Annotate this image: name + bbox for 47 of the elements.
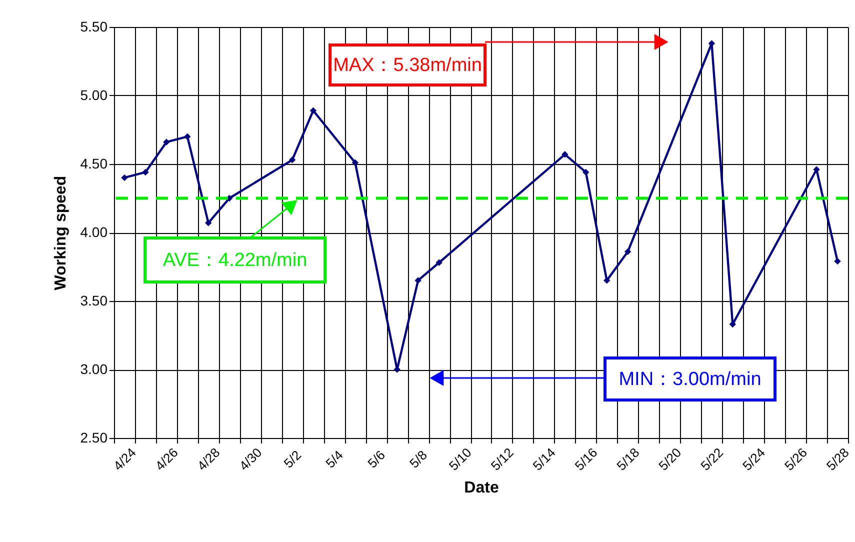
x-tick-label: 5/10: [446, 444, 474, 474]
y-axis-title: Working speed: [52, 176, 70, 290]
x-tick-label: 5/6: [364, 447, 388, 471]
point: [163, 138, 170, 146]
x-tick-label: 5/24: [740, 444, 768, 474]
x-tick-label: 5/2: [280, 447, 304, 471]
point: [142, 168, 149, 176]
y-tick-label: 3.50: [80, 292, 108, 308]
y-tick-label: 5.50: [80, 18, 108, 34]
x-tick-label: 5/8: [406, 447, 430, 471]
point: [582, 168, 590, 176]
y-tick-label: 5.00: [80, 87, 108, 103]
point: [121, 174, 128, 182]
x-tick-label: 5/16: [572, 444, 600, 474]
point: [834, 258, 841, 265]
x-tick-label: 5/28: [823, 444, 852, 474]
x-tick-label: 4/30: [236, 444, 265, 474]
x-tick-label: 5/26: [781, 444, 810, 474]
point: [562, 151, 568, 158]
annotation: MAX：5.38m/min: [333, 55, 482, 76]
point: [708, 40, 716, 47]
y-tick-label: 4.00: [80, 224, 108, 240]
x-tick-label: 5/20: [656, 444, 684, 474]
point: [352, 159, 359, 166]
point: [288, 156, 296, 164]
x-tick-label: 4/26: [152, 444, 181, 474]
y-tick-label: 3.00: [80, 361, 108, 377]
point: [414, 277, 422, 284]
x-tick-label: 5/12: [488, 444, 516, 474]
point: [813, 166, 820, 173]
y-tick-label: 2.50: [80, 430, 108, 446]
point: [436, 259, 442, 266]
x-tick-label: 5/4: [322, 447, 346, 471]
x-tick-label: 5/18: [614, 444, 642, 474]
annotation: MIN：3.00m/min: [618, 369, 762, 390]
x-tick-label: 5/14: [530, 444, 558, 474]
point: [603, 277, 610, 284]
legend-label: AVE：4.22m/min: [162, 250, 308, 271]
x-tick-label: 4/24: [110, 444, 139, 474]
y-tick-label: 4.50: [80, 156, 108, 172]
x-tick-label: 5/22: [698, 444, 726, 474]
x-tick-label: 4/28: [194, 444, 223, 474]
point: [184, 133, 191, 140]
x-axis-title: Date: [464, 479, 499, 496]
point: [624, 248, 632, 256]
point: [310, 107, 317, 114]
point: [205, 220, 212, 226]
